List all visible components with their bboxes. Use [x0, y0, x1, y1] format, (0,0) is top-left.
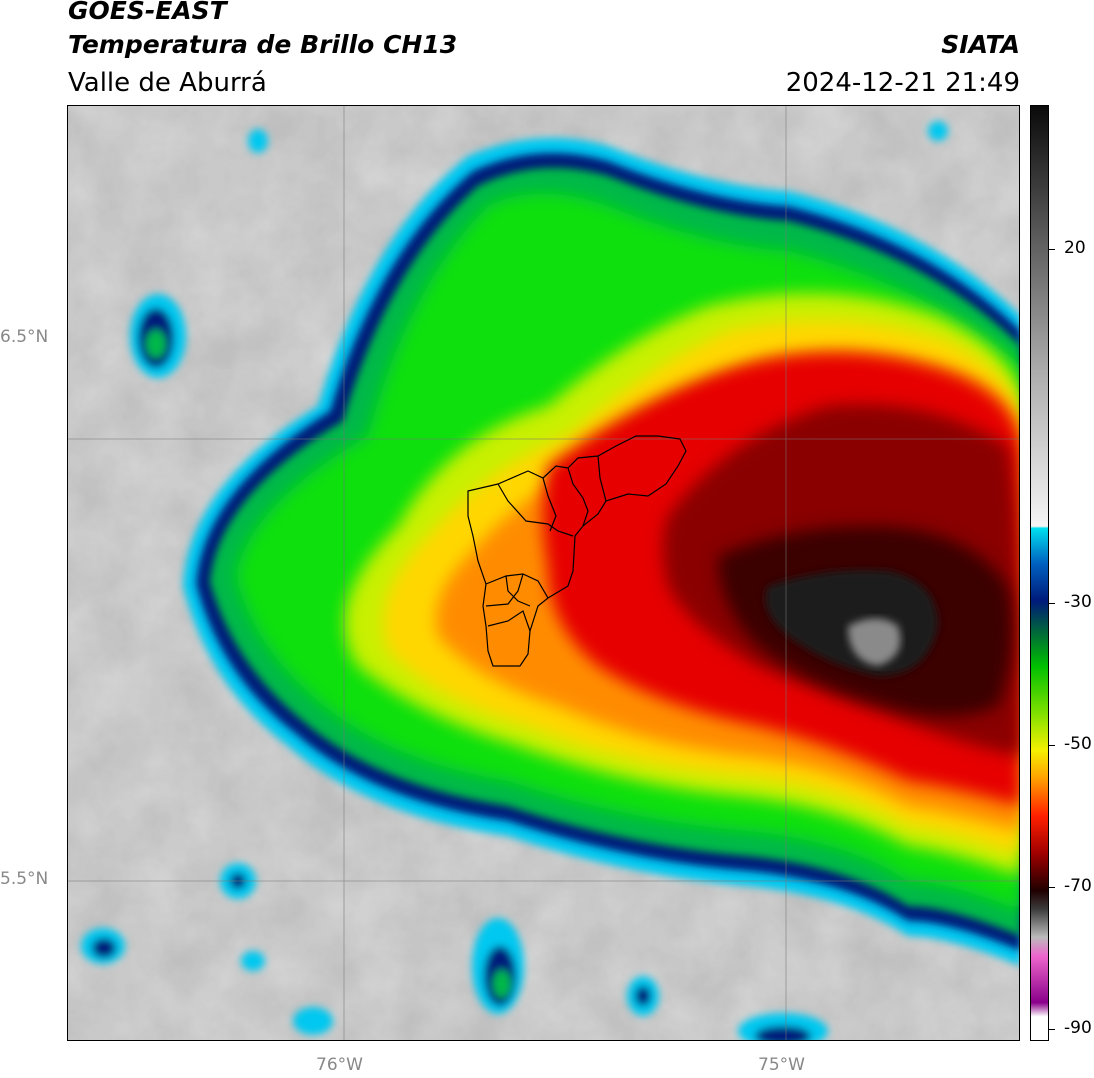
cb-label-20: 20: [1064, 238, 1086, 258]
cb-label-m70: -70: [1064, 876, 1092, 896]
lat-label-5-5: 5.5°N: [0, 869, 49, 889]
cb-tick-m50: [1049, 745, 1055, 746]
satellite-map: [67, 105, 1020, 1041]
lon-label-75w: 75°W: [758, 1055, 805, 1075]
colorbar-gradient: [1031, 106, 1048, 1040]
brand-label: SIATA: [941, 30, 1020, 59]
region-label: Valle de Aburrá: [68, 68, 267, 98]
cb-tick-20: [1049, 249, 1055, 250]
cb-tick-m70: [1049, 887, 1055, 888]
cb-label-m90: -90: [1064, 1018, 1092, 1038]
map-canvas: [68, 106, 1019, 1040]
title-line-1: GOES-EAST: [68, 0, 227, 25]
cb-label-m50: -50: [1064, 734, 1092, 754]
title-line-2: Temperatura de Brillo CH13: [68, 30, 458, 59]
lon-label-76w: 76°W: [316, 1055, 363, 1075]
cb-tick-m90: [1049, 1029, 1055, 1030]
cb-tick-m30: [1049, 603, 1055, 604]
lat-label-6-5: 6.5°N: [0, 327, 49, 347]
datetime-label: 2024-12-21 21:49: [785, 68, 1020, 98]
small-cells: [81, 121, 948, 1040]
cb-label-m30: -30: [1064, 592, 1092, 612]
gridlines: [68, 106, 1019, 1040]
municipal-boundaries: [467, 435, 687, 667]
colorbar: [1030, 105, 1049, 1041]
